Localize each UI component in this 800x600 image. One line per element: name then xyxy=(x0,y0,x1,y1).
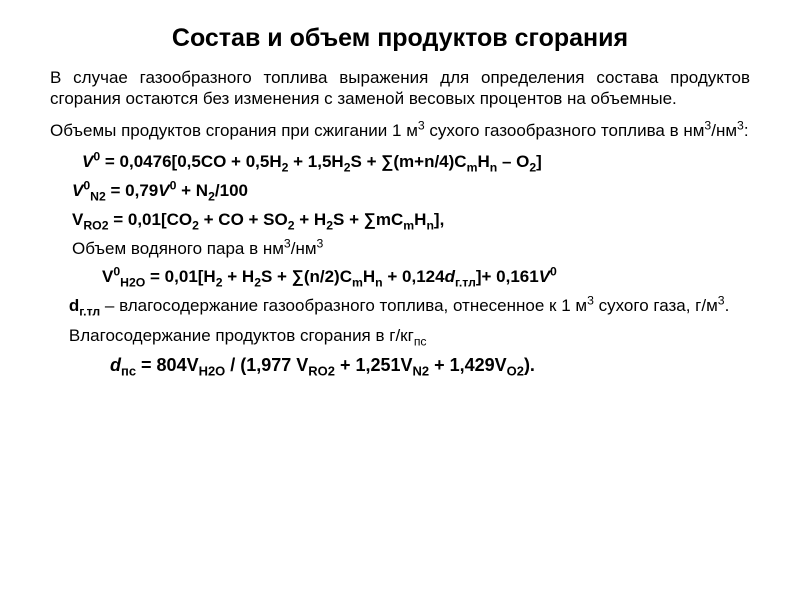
sup-3: 3 xyxy=(737,118,744,132)
text: S + ∑(n/2)C xyxy=(261,267,352,286)
text: + 1,251V xyxy=(335,355,413,375)
sup-3: 3 xyxy=(418,118,425,132)
sub-2: 2 xyxy=(216,275,223,289)
sub-gtl: г.тл xyxy=(79,304,100,318)
text: S + ∑(m+n/4)C xyxy=(351,152,467,171)
var-v: V xyxy=(82,152,93,171)
var-d: d xyxy=(110,355,121,375)
var-v: V xyxy=(72,181,83,200)
sub-n2: N2 xyxy=(413,363,430,378)
var-v: V xyxy=(539,267,550,286)
sub-2: 2 xyxy=(208,189,215,203)
sub-2: 2 xyxy=(326,218,333,232)
paragraph-intro: В случае газообразного топлива выражения… xyxy=(50,67,750,110)
var-d: d xyxy=(69,296,79,315)
equation-v0: V0 = 0,0476[0,5CO + 0,5H2 + 1,5H2S + ∑(m… xyxy=(82,151,750,174)
text: H xyxy=(477,152,489,171)
sup-3: 3 xyxy=(587,293,594,307)
sub-n2: N2 xyxy=(90,189,106,203)
text: = 0,01[CO xyxy=(109,210,193,229)
text: + 1,5H xyxy=(288,152,343,171)
sub-2: 2 xyxy=(192,218,199,232)
equation-vro2: VRO2 = 0,01[CO2 + CO + SO2 + H2S + ∑mCmH… xyxy=(72,209,750,232)
paragraph-moisture: Влагосодержание продуктов сгорания в г/к… xyxy=(50,325,750,347)
text: + 1,429V xyxy=(429,355,507,375)
sup-3: 3 xyxy=(718,293,725,307)
text: = 0,01[H xyxy=(145,267,215,286)
text: – влагосодержание газообразного топлива,… xyxy=(100,296,587,315)
equation-dpc: dпс = 804VH2O / (1,977 VRO2 + 1,251VN2 +… xyxy=(110,353,750,377)
sub-m: m xyxy=(352,275,363,289)
sub-m: m xyxy=(467,160,478,174)
sub-h2o: H2O xyxy=(120,275,145,289)
note-dgtl: dг.тл – влагосодержание газообразного то… xyxy=(50,295,750,317)
text: / (1,977 V xyxy=(225,355,308,375)
sup-3: 3 xyxy=(284,236,291,250)
text: Влагосодержание продуктов сгорания в г/к… xyxy=(69,326,414,345)
text: = 804V xyxy=(136,355,199,375)
text: – O xyxy=(497,152,529,171)
text: + H xyxy=(295,210,327,229)
sup-0: 0 xyxy=(550,264,557,278)
sub-o2: O2 xyxy=(507,363,524,378)
sub-2: 2 xyxy=(344,160,351,174)
sub-m: m xyxy=(403,218,414,232)
sub-n: n xyxy=(426,218,433,232)
text: + 0,124 xyxy=(383,267,445,286)
text: Объемы продуктов сгорания при сжигании 1… xyxy=(50,121,418,140)
var-d: d xyxy=(445,267,455,286)
var-v: V xyxy=(102,267,113,286)
var-v: V xyxy=(72,210,83,229)
text: = 0,0476[0,5CO + 0,5H xyxy=(100,152,281,171)
text: сухого газа, г/м xyxy=(594,296,718,315)
slide: Состав и объем продуктов сгорания В случ… xyxy=(0,0,800,600)
equation-vn2: V0N2 = 0,79V0 + N2/100 xyxy=(72,180,750,203)
sub-2: 2 xyxy=(254,275,261,289)
text: ). xyxy=(524,355,535,375)
text: /нм xyxy=(291,239,317,258)
text: + CO + SO xyxy=(199,210,288,229)
text: H xyxy=(414,210,426,229)
sub-pc: пс xyxy=(121,363,136,378)
text: + H xyxy=(223,267,255,286)
text: H xyxy=(363,267,375,286)
sub-pc: пс xyxy=(414,334,427,348)
text: ]+ 0,161 xyxy=(476,267,539,286)
paragraph-volumes: Объемы продуктов сгорания при сжигании 1… xyxy=(50,120,750,141)
text: S + ∑mC xyxy=(333,210,403,229)
sub-ro2: RO2 xyxy=(308,363,335,378)
text: ], xyxy=(434,210,444,229)
page-title: Состав и объем продуктов сгорания xyxy=(50,24,750,53)
note-vapor: Объем водяного пара в нм3/нм3 xyxy=(72,238,750,260)
text: + N xyxy=(176,181,208,200)
sub-n: n xyxy=(375,275,382,289)
text: /100 xyxy=(215,181,248,200)
text: = 0,79 xyxy=(106,181,158,200)
equation-vh2o: V0H2O = 0,01[H2 + H2S + ∑(n/2)CmHn + 0,1… xyxy=(102,266,750,289)
text: Объем водяного пара в нм xyxy=(72,239,284,258)
text: : xyxy=(744,121,749,140)
sub-2: 2 xyxy=(288,218,295,232)
sub-gtl: г.тл xyxy=(455,275,476,289)
text: /нм xyxy=(711,121,737,140)
sup-3: 3 xyxy=(317,236,324,250)
sub-h2o: H2O xyxy=(199,363,226,378)
text: . xyxy=(725,296,730,315)
text: сухого газообразного топлива в нм xyxy=(425,121,705,140)
var-v: V xyxy=(158,181,169,200)
sub-ro2: RO2 xyxy=(83,218,108,232)
text: ] xyxy=(536,152,542,171)
